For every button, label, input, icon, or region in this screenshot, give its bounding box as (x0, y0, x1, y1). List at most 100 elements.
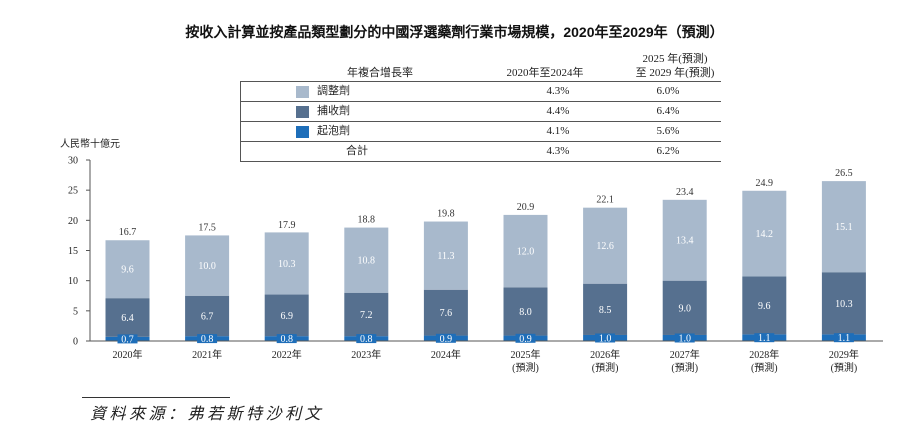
bar-segment-modifier (423, 221, 468, 290)
cagr-value-period-2: 6.0% (656, 85, 680, 97)
segment-label-background (356, 334, 377, 344)
segment-value-label-modifier: 13.4 (676, 236, 694, 247)
cagr-value-period-2: 5.6% (656, 125, 680, 137)
cagr-period-1-header: 2020年至2024年 (506, 67, 584, 79)
bar-segment-collector (264, 294, 309, 337)
segment-value-label-frother: 0.8 (280, 334, 293, 345)
cagr-value-period-2: 6.4% (656, 105, 680, 117)
bar-segment-collector (583, 283, 628, 335)
x-tick-label: 2026年 (590, 348, 620, 361)
cagr-table-header: 年複合增長率 (347, 67, 413, 79)
segment-value-label-collector: 7.6 (440, 308, 453, 319)
bar-segment-collector (344, 292, 389, 337)
x-tick-label: 2022年 (272, 348, 302, 361)
segment-value-label-collector: 7.2 (360, 310, 373, 321)
segment-label-background (754, 333, 775, 343)
x-tick-label: 2021年 (192, 348, 222, 361)
segment-value-label-collector: 10.3 (835, 299, 853, 310)
x-tick-label: 2025年 (511, 348, 541, 361)
cagr-period-2-header-line-2: 至 2029 年(預測) (635, 67, 715, 79)
x-tick-sublabel: (預測) (831, 361, 858, 374)
bar-segment-collector (185, 295, 230, 337)
y-tick-label: 15 (68, 246, 78, 257)
segment-value-label-frother: 0.7 (121, 334, 134, 345)
source-note: 資料來源：弗若斯特沙利文 (90, 406, 325, 423)
total-value-label: 17.9 (278, 220, 296, 231)
bar-segment-modifier (105, 240, 150, 299)
cagr-row-total: 合計 4.3% 6.2% (241, 142, 721, 162)
bar-segment-modifier (344, 227, 389, 293)
legend-swatch-modifier (296, 86, 309, 98)
segment-value-label-modifier: 10.3 (278, 259, 296, 270)
segment-label-background (674, 333, 695, 343)
segment-value-label-collector: 9.0 (678, 303, 691, 314)
segment-value-label-modifier: 10.0 (198, 261, 216, 272)
segment-value-label-frother: 0.8 (201, 334, 214, 345)
total-value-label: 23.4 (676, 187, 694, 198)
x-tick-label: 2027年 (670, 348, 700, 361)
bar-segment-collector (662, 280, 707, 335)
cagr-table: 年複合增長率 2020年至2024年 2025 年(預測) 至 2029 年(預… (240, 50, 721, 162)
segment-value-label-frother: 1.1 (758, 333, 771, 344)
source-divider (82, 397, 230, 398)
y-tick-label: 5 (73, 306, 78, 317)
cagr-row-frother: 起泡劑 4.1% 5.6% (241, 122, 721, 142)
segment-value-label-frother: 0.9 (519, 334, 532, 345)
x-tick-label: 2023年 (351, 348, 381, 361)
segment-label-background (435, 333, 456, 343)
x-tick-sublabel: (預測) (592, 361, 619, 374)
bar-segment-collector (105, 298, 150, 337)
segment-value-label-collector: 6.7 (201, 311, 214, 322)
total-value-label: 22.1 (596, 195, 614, 206)
segment-value-label-modifier: 9.6 (121, 265, 134, 276)
segment-label-background (276, 334, 297, 344)
cagr-total-period-2: 6.2% (656, 145, 680, 157)
total-value-label: 16.7 (119, 227, 137, 238)
total-value-label: 19.8 (437, 209, 455, 220)
segment-value-label-frother: 1.1 (838, 333, 851, 344)
cagr-table-body: 調整劑 4.3% 6.0% 捕收劑 4.4% 6.4% 起泡劑 4.1% 5.6… (240, 81, 721, 162)
y-tick-label: 25 (68, 186, 78, 197)
bar-segment-modifier (264, 232, 309, 295)
x-tick-label: 2020年 (113, 348, 143, 361)
cagr-period-2-header-line-1: 2025 年(預測) (642, 53, 708, 65)
cagr-row-collector: 捕收劑 4.4% 6.4% (241, 102, 721, 122)
chart-title: 按收入計算並按產品類型劃分的中國浮選藥劑行業市場規模，2020年至2029年（預… (185, 24, 724, 40)
segment-value-label-modifier: 12.0 (517, 247, 535, 258)
segment-value-label-collector: 6.9 (280, 311, 293, 322)
bar-segment-modifier (742, 190, 787, 277)
segment-value-label-modifier: 12.6 (596, 241, 614, 252)
bar-segment-modifier (662, 199, 707, 281)
legend-swatch-frother (296, 126, 309, 138)
x-tick-sublabel: (預測) (671, 361, 698, 374)
segment-value-label-collector: 9.6 (758, 301, 771, 312)
segment-label-background (595, 333, 616, 343)
cagr-value-period-1: 4.3% (546, 85, 570, 97)
series-name-modifier: 調整劑 (317, 85, 350, 97)
y-tick-label: 0 (73, 337, 78, 348)
bar-segment-modifier (185, 235, 230, 296)
segment-value-label-frother: 0.9 (440, 334, 453, 345)
x-tick-label: 2028年 (749, 348, 779, 361)
segment-label-background (515, 333, 536, 343)
bar-segment-collector (821, 272, 866, 335)
segment-value-label-frother: 0.8 (360, 334, 373, 345)
bar-segment-collector (503, 287, 548, 336)
total-value-label: 20.9 (517, 202, 535, 213)
y-tick-label: 30 (68, 156, 78, 167)
bar-segment-collector (423, 289, 468, 336)
segment-value-label-modifier: 10.8 (358, 256, 376, 267)
segment-label-background (833, 333, 854, 343)
segment-value-label-modifier: 15.1 (835, 222, 853, 233)
total-value-label: 18.8 (358, 215, 376, 226)
x-tick-sublabel: (預測) (512, 361, 539, 374)
cagr-value-period-1: 4.4% (546, 105, 570, 117)
segment-value-label-frother: 1.0 (678, 333, 691, 344)
total-label: 合計 (346, 145, 368, 157)
x-tick-label: 2029年 (829, 348, 859, 361)
cagr-total-period-1: 4.3% (546, 145, 570, 157)
bar-segment-modifier (583, 207, 628, 284)
total-value-label: 26.5 (835, 168, 853, 179)
legend-swatch-collector (296, 106, 309, 118)
